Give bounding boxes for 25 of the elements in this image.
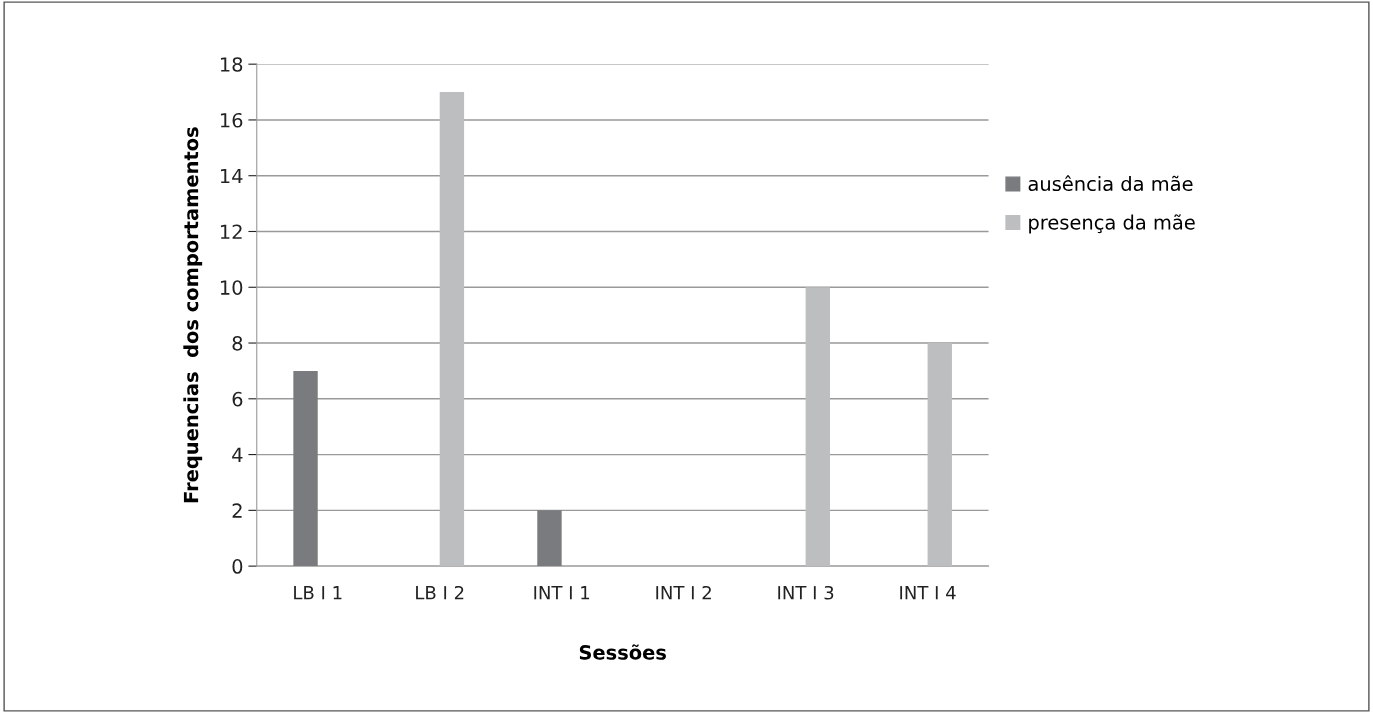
x-tick-label: INT I 2 — [656, 585, 711, 600]
bar — [439, 92, 465, 567]
bar — [537, 510, 562, 567]
y-tick-label: 10 — [220, 280, 243, 295]
y-tick-label: 4 — [232, 447, 243, 462]
y-axis-title: Frequencias dos comportamentos — [183, 127, 203, 503]
x-axis-title: Sessões — [579, 644, 666, 660]
x-tick-label: LB I 1 — [294, 586, 342, 600]
y-tick-label: 12 — [220, 224, 242, 239]
y-tick-label: 14 — [220, 168, 243, 184]
x-tick-label: INT I 1 — [534, 586, 590, 600]
bar — [927, 343, 952, 567]
y-tick-label: 18 — [220, 57, 243, 72]
y-tick-label: 6 — [232, 391, 243, 407]
y-tick-label: 16 — [220, 112, 243, 128]
x-tick-label: LB I 2 — [416, 585, 464, 600]
x-tick-label: INT I 3 — [778, 585, 834, 600]
bar — [293, 370, 318, 567]
x-tick-label: INT I 4 — [900, 586, 956, 600]
y-tick-label: 8 — [232, 335, 243, 351]
y-tick-label: 0 — [232, 559, 243, 574]
y-tick-label: 2 — [232, 503, 242, 518]
legend-label: presença da mãe — [1029, 214, 1195, 234]
legend-label: ausência da mãe — [1028, 175, 1193, 192]
bar — [805, 287, 830, 567]
